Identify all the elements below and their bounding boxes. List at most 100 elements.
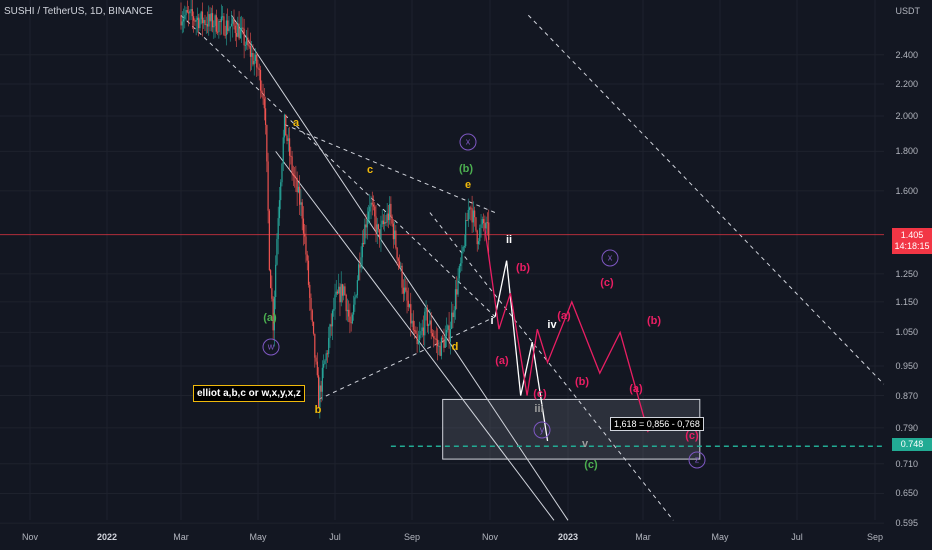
current-price-value: 1.405 <box>900 230 924 240</box>
candle-body <box>428 324 430 326</box>
time-tick-label: Nov <box>21 532 39 542</box>
candle-body <box>254 54 257 62</box>
candle-body <box>350 322 352 324</box>
wave-label-e[interactable]: e <box>464 179 472 191</box>
candle-body <box>206 24 209 27</box>
candle-body <box>377 224 380 230</box>
candle-body <box>283 114 286 138</box>
candle-body <box>436 339 439 347</box>
wave-label-b[interactable]: b <box>314 404 322 416</box>
circle-wave-label-w[interactable]: w <box>262 338 280 356</box>
projection-path-white <box>494 260 549 442</box>
candle-body <box>435 338 437 340</box>
candle-body <box>256 54 258 68</box>
candle-body <box>429 320 431 325</box>
candle-body <box>276 239 278 265</box>
candle-body <box>357 264 360 281</box>
wave-label-iv[interactable]: iv <box>547 319 557 331</box>
candle-body <box>442 337 444 340</box>
wave-label-v[interactable]: v <box>581 438 589 450</box>
candle-body <box>424 311 426 336</box>
candle-body <box>199 19 201 29</box>
wave-label-red-b2[interactable]: (b) <box>574 376 590 388</box>
projection-path-red <box>484 228 649 433</box>
candle-body <box>242 27 244 29</box>
wave-label-red-a1[interactable]: (a) <box>495 355 509 367</box>
wave-label-red-c2[interactable]: (c) <box>600 277 614 289</box>
dashed-trendline <box>528 14 885 385</box>
wave-label-red-a3[interactable]: (a) <box>629 383 643 395</box>
candle-body <box>480 224 482 228</box>
candle-body <box>398 260 401 268</box>
wave-label-i[interactable]: i <box>490 315 494 327</box>
candle-body <box>353 304 355 315</box>
wave-label-green-b[interactable]: (b) <box>458 163 474 175</box>
candle-body <box>475 217 477 231</box>
candle-body <box>204 19 206 25</box>
candle-body <box>184 15 186 20</box>
candle-body <box>476 230 478 245</box>
candle-body <box>346 309 349 312</box>
candle-body <box>181 21 183 26</box>
wave-label-red-b3[interactable]: (b) <box>646 315 662 327</box>
candle-body <box>341 284 344 296</box>
wave-label-ii[interactable]: ii <box>505 234 513 246</box>
candle-body <box>243 28 245 46</box>
circle-wave-label-z[interactable]: z <box>688 451 706 469</box>
candle-body <box>305 236 307 255</box>
candle-body <box>297 186 299 193</box>
candle-body <box>458 266 460 279</box>
candle-body <box>445 329 448 336</box>
candle-body <box>410 304 412 324</box>
symbol-title[interactable]: SUSHI / TetherUS, 1D, BINANCE <box>4 6 153 17</box>
candle-body <box>420 331 422 336</box>
candle-body <box>447 325 449 330</box>
candle-body <box>323 364 325 368</box>
candle-body <box>229 26 231 29</box>
candle-body <box>425 308 427 312</box>
wave-label-red-c3[interactable]: (c) <box>685 430 699 442</box>
candle-body <box>334 294 336 310</box>
candle-body <box>485 222 487 229</box>
candle-body <box>286 135 288 141</box>
candle-body <box>268 210 270 271</box>
time-tick-label: May <box>711 532 729 542</box>
candle-body <box>247 37 249 46</box>
wave-label-red-b1[interactable]: (b) <box>515 262 531 274</box>
wave-label-red-c1[interactable]: (c) <box>533 388 547 400</box>
wave-label-d[interactable]: d <box>451 341 459 353</box>
candle-body <box>228 28 230 31</box>
candle-body <box>385 221 387 223</box>
candle-body <box>307 260 310 285</box>
candle-body <box>290 155 292 157</box>
dashed-trendline <box>284 124 496 214</box>
candle-body <box>355 295 357 298</box>
candle-body <box>186 10 188 13</box>
fib-note[interactable]: 1,618 = 0,856 - 0,768 <box>610 417 704 431</box>
price-tick-label: 0.870 <box>895 390 918 401</box>
candle-body <box>457 278 459 295</box>
candle-body <box>467 209 469 221</box>
wave-label-green-a[interactable]: (a) <box>263 312 277 324</box>
candle-body <box>400 265 402 268</box>
wave-label-a[interactable]: a <box>292 117 300 129</box>
candle-body <box>282 137 284 164</box>
candle-body <box>365 224 367 228</box>
candle-body <box>224 34 226 36</box>
circle-wave-label-x1[interactable]: x <box>459 133 477 151</box>
circle-wave-label-y[interactable]: y <box>533 421 551 439</box>
wave-label-red-a2[interactable]: (a) <box>557 310 571 322</box>
candle-body <box>351 314 353 324</box>
candle-body <box>367 211 370 220</box>
circle-wave-label-x2[interactable]: x <box>601 249 619 267</box>
candle-body <box>314 333 316 358</box>
candle-body <box>479 227 481 242</box>
wave-label-green-c[interactable]: (c) <box>584 459 598 471</box>
wave-label-iii[interactable]: iii <box>534 403 544 415</box>
candle-body <box>301 202 303 219</box>
candle-body <box>198 17 200 29</box>
price-tick-label: 1.050 <box>895 327 918 338</box>
wave-label-c[interactable]: c <box>366 164 374 176</box>
elliott-note[interactable]: elliot a,b,c or w,x,y,x,z <box>193 385 305 402</box>
